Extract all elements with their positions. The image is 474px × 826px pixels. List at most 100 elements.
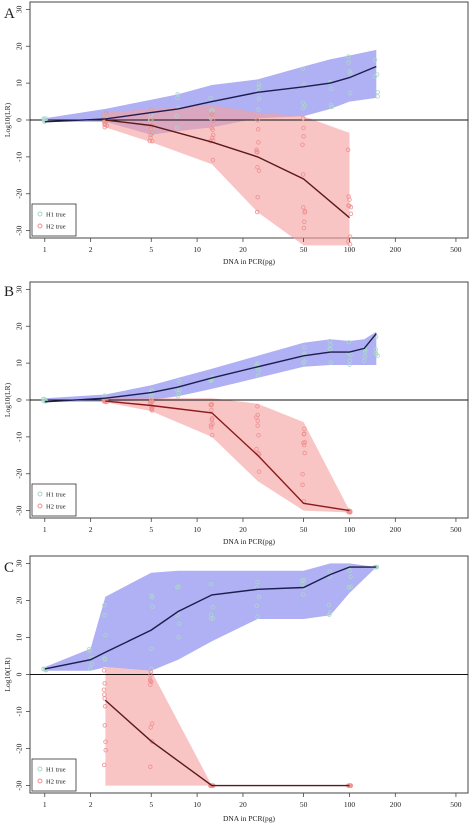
y-tick-label: -10	[15, 152, 24, 162]
h1-sample-point	[177, 387, 182, 393]
h2-sample-point	[254, 209, 260, 215]
h1-sample-point	[348, 71, 353, 76]
x-tick-label: 50	[300, 525, 308, 534]
h2-sample-point	[149, 107, 154, 112]
y-axis-label: Log10(LR)	[3, 382, 12, 417]
h1-sample-point	[346, 584, 351, 590]
h1-sample-point	[347, 362, 352, 367]
h1-sample-point	[302, 103, 308, 108]
h1-sample-point	[149, 593, 154, 598]
h2-sample-point	[210, 127, 215, 132]
h2-sample-point	[101, 668, 107, 673]
h1-sample-point	[328, 102, 334, 108]
panel-letter: A	[4, 6, 15, 22]
h1-sample-point	[175, 612, 180, 617]
h1-sample-point	[255, 373, 261, 379]
h1-sample-point	[302, 359, 307, 364]
h2-sample-point	[210, 132, 216, 138]
x-tick-label: 2	[89, 800, 93, 809]
x-tick-label: 10	[193, 800, 201, 809]
h2-sample-point	[254, 415, 259, 420]
h1-sample-point	[375, 89, 380, 95]
h2-sample-point	[148, 669, 154, 675]
h1-sample-point	[256, 594, 262, 600]
h1-sample-point	[150, 604, 155, 609]
x-tick-label: 100	[344, 525, 356, 534]
x-tick-label: 50	[300, 245, 308, 254]
x-tick-label: 200	[390, 245, 402, 254]
y-tick-label: 30	[15, 559, 24, 567]
legend-marker	[37, 766, 43, 772]
h1-sample-point	[208, 581, 214, 587]
panel-letter: C	[4, 560, 14, 576]
h2-sample-point	[103, 747, 108, 753]
h1-sample-point	[348, 574, 353, 579]
h2-sample-point	[302, 210, 307, 215]
h2-sample-point	[104, 123, 109, 128]
h1-sample-point	[327, 346, 332, 351]
h1-sample-point	[176, 635, 181, 640]
y-tick-label: -20	[15, 189, 24, 199]
x-tick-label: 5	[149, 245, 153, 254]
legend-label: H1 true	[46, 767, 66, 774]
h1-sample-point	[300, 66, 306, 71]
h1-sample-point	[176, 390, 181, 396]
h1-sample-point	[89, 661, 95, 667]
h1-sample-point	[256, 81, 261, 87]
h1-sample-point	[373, 347, 379, 352]
h2-sample-point	[301, 442, 307, 448]
h1-sample-point	[149, 646, 154, 651]
h2-sample-point	[347, 197, 352, 202]
h1-sample-point	[362, 353, 368, 359]
h2-sample-point	[302, 450, 307, 456]
h1-sample-point	[255, 361, 261, 366]
chart-panel: B 1 2 5 10 20 50 100 200 500 -30 -20 -10 0 10 20 30 DNA i…	[3, 281, 469, 546]
y-tick-label: 10	[15, 633, 24, 641]
h1-sample-point	[348, 584, 353, 590]
x-tick-label: 2	[89, 245, 93, 254]
h2-sample-point	[209, 407, 214, 413]
h2-sample-point	[101, 687, 107, 692]
h2-sample-point	[148, 725, 153, 730]
h2-sample-point	[255, 404, 260, 409]
h2-sample-point	[210, 135, 215, 141]
y-tick-label: -10	[15, 706, 24, 716]
h1-sample-point	[347, 69, 353, 74]
x-tick-label: 50	[300, 800, 308, 809]
h1-sample-point	[346, 339, 352, 345]
h2-sample-point	[345, 147, 351, 153]
h1-sample-point	[174, 125, 180, 131]
h1-sample-point	[372, 74, 378, 79]
h1-sample-point	[361, 358, 367, 363]
h1-sample-point	[208, 616, 214, 621]
legend-label: H1 true	[46, 492, 66, 499]
h1-sample-point	[42, 118, 48, 123]
legend-label: H2 true	[46, 504, 66, 511]
h1-median-line	[44, 65, 377, 123]
h1-median-line	[44, 566, 377, 670]
h1-sample-point	[256, 107, 261, 112]
h2-sample-point	[210, 157, 216, 163]
h2-sample-point	[302, 439, 308, 445]
h2-sample-point	[256, 168, 262, 173]
x-tick-label: 1	[43, 245, 47, 254]
h1-sample-point	[372, 57, 378, 63]
x-tick-label: 20	[239, 245, 247, 254]
x-axis-label: DNA in PCR(pg)	[223, 537, 276, 546]
h1-sample-point	[346, 54, 351, 59]
chart-panel: A 1 2 5 10 20 50 100 200 500 -30 -20 -10 0 10 20 30 DNA i…	[3, 1, 469, 266]
h1-sample-point	[374, 352, 379, 357]
h2-sample-point	[348, 204, 354, 210]
legend-box	[31, 203, 77, 237]
h2-sample-point	[148, 132, 153, 138]
h2-sample-point	[347, 234, 353, 239]
x-tick-label: 200	[390, 800, 402, 809]
x-tick-label: 500	[450, 525, 462, 534]
legend-label: H1 true	[46, 212, 66, 219]
h2-sample-point	[149, 721, 155, 726]
y-tick-label: 0	[15, 118, 24, 122]
x-tick-label: 1	[43, 525, 47, 534]
h1-sample-point	[208, 95, 213, 101]
h2-sample-point	[148, 682, 153, 687]
